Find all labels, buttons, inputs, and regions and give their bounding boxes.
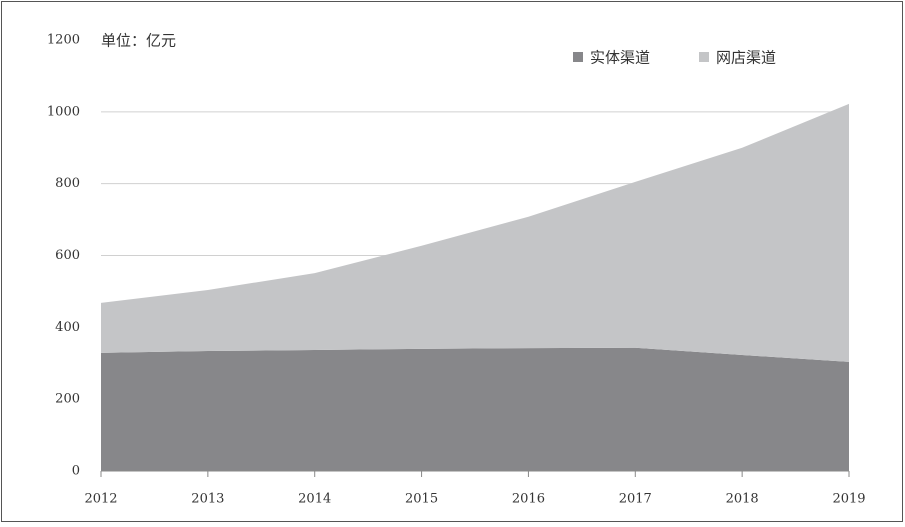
area [101,103,849,362]
y-tick-label: 600 [55,248,80,263]
x-tick-label: 2012 [84,492,117,507]
y-tick-label: 1000 [47,104,80,119]
legend-label: 网店渠道 [716,49,776,67]
y-tick-label: 800 [55,176,80,191]
y-tick-label: 0 [72,464,80,479]
x-tick-label: 2019 [832,492,865,507]
x-tick-label: 2017 [619,492,652,507]
x-tick-label: 2015 [405,492,438,507]
y-tick-label: 1200 [47,33,80,48]
x-tick-label: 2014 [298,492,331,507]
unit-label: 单位：亿元 [101,32,176,50]
y-tick-label: 200 [55,392,80,407]
x-tick-label: 2013 [191,492,224,507]
x-tick-label: 2016 [512,492,545,507]
legend-label: 实体渠道 [590,49,650,67]
x-tick-label: 2018 [726,492,759,507]
legend-swatch [699,52,709,62]
area [101,347,849,471]
legend-swatch [573,52,583,62]
y-tick-label: 400 [55,320,80,335]
